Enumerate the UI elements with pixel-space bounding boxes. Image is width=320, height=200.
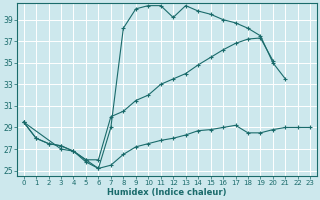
X-axis label: Humidex (Indice chaleur): Humidex (Indice chaleur) [107,188,227,197]
